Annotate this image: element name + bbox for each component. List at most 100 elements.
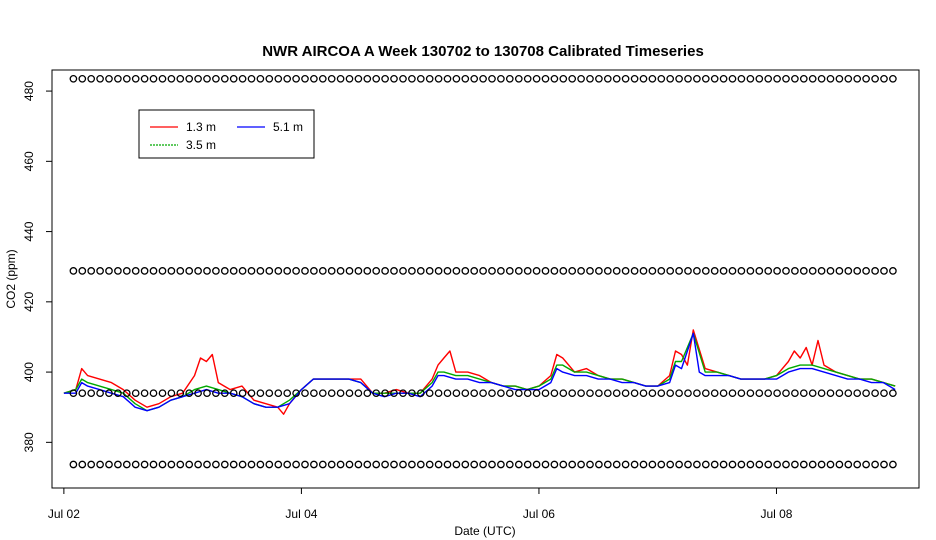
- marker-point: [479, 460, 487, 469]
- marker-point: [176, 389, 185, 398]
- marker-point: [755, 267, 764, 275]
- marker-point: [479, 267, 487, 275]
- y-tick-label: 460: [22, 151, 36, 171]
- marker-point: [791, 267, 799, 275]
- marker-point: [497, 267, 505, 275]
- legend-label-3-5m: 3.5 m: [186, 138, 216, 152]
- marker-point: [318, 460, 327, 469]
- marker-point: [710, 267, 719, 275]
- marker-point: [69, 389, 78, 398]
- marker-point: [791, 389, 799, 398]
- marker-point: [167, 74, 176, 83]
- marker-point: [826, 389, 835, 398]
- marker-point: [301, 460, 309, 469]
- marker-point: [425, 460, 434, 469]
- marker-point: [782, 267, 790, 275]
- marker-point: [746, 267, 755, 275]
- marker-point: [158, 460, 167, 469]
- marker-point: [434, 460, 443, 469]
- marker-point: [586, 74, 594, 83]
- marker-point: [256, 460, 265, 469]
- marker-point: [639, 460, 648, 469]
- marker-point: [603, 460, 612, 469]
- marker-point: [657, 74, 666, 83]
- marker-point: [550, 267, 559, 275]
- x-tick-label: Jul 02: [48, 507, 80, 521]
- marker-point: [862, 460, 870, 469]
- marker-point: [318, 74, 327, 83]
- marker-point: [381, 389, 389, 398]
- marker-point: [595, 267, 603, 275]
- marker-point: [853, 460, 862, 469]
- marker-point: [390, 389, 398, 398]
- marker-point: [648, 460, 657, 469]
- marker-point: [229, 460, 238, 469]
- legend: 1.3 m 3.5 m 5.1 m: [138, 109, 315, 159]
- marker-point: [648, 389, 657, 398]
- marker-point: [203, 267, 211, 275]
- marker-point: [657, 267, 666, 275]
- series-1-3m-line: [63, 329, 896, 415]
- marker-point: [773, 267, 781, 275]
- marker-point: [808, 460, 817, 469]
- marker-point: [229, 267, 238, 275]
- marker-point: [541, 267, 550, 275]
- marker-point: [247, 74, 256, 83]
- marker-point: [719, 74, 728, 83]
- marker-point: [684, 389, 692, 398]
- marker-point: [220, 460, 229, 469]
- legend-label-5-1m: 5.1 m: [273, 120, 303, 134]
- marker-point: [666, 267, 675, 275]
- marker-point: [862, 389, 870, 398]
- marker-point: [799, 389, 808, 398]
- marker-point: [701, 460, 710, 469]
- marker-point: [372, 267, 381, 275]
- marker-point: [327, 460, 336, 469]
- marker-point: [274, 460, 283, 469]
- marker-point: [514, 267, 523, 275]
- marker-point: [167, 267, 176, 275]
- marker-point: [149, 460, 158, 469]
- marker-point: [434, 389, 443, 398]
- marker-point: [799, 460, 808, 469]
- marker-point: [318, 267, 327, 275]
- marker-point: [238, 74, 247, 83]
- marker-point: [105, 267, 113, 275]
- marker-point: [105, 389, 113, 398]
- marker-point: [621, 389, 630, 398]
- marker-point: [381, 74, 389, 83]
- marker-point: [880, 389, 888, 398]
- y-axis-label: CO2 (ppm): [4, 249, 18, 308]
- marker-point: [399, 267, 407, 275]
- marker-point: [710, 460, 719, 469]
- marker-point: [612, 267, 621, 275]
- marker-point: [238, 460, 247, 469]
- marker-point: [327, 267, 336, 275]
- marker-point: [78, 460, 87, 469]
- marker-point: [425, 74, 434, 83]
- marker-point: [630, 460, 639, 469]
- marker-point: [603, 267, 612, 275]
- marker-point: [532, 267, 541, 275]
- marker-point: [808, 267, 817, 275]
- marker-point: [229, 389, 238, 398]
- x-axis-label: Date (UTC): [454, 524, 515, 538]
- marker-point: [212, 267, 220, 275]
- marker-point: [693, 460, 701, 469]
- marker-point: [817, 460, 826, 469]
- marker-point: [693, 267, 701, 275]
- marker-point: [844, 267, 853, 275]
- marker-point: [336, 267, 345, 275]
- marker-point: [862, 267, 870, 275]
- marker-point: [639, 267, 648, 275]
- marker-point: [523, 460, 532, 469]
- marker-point: [114, 389, 122, 398]
- marker-point: [399, 389, 407, 398]
- marker-point: [497, 74, 505, 83]
- marker-point: [185, 460, 194, 469]
- marker-point: [408, 267, 416, 275]
- marker-point: [871, 267, 879, 275]
- marker-point: [310, 74, 318, 83]
- marker-point: [479, 74, 487, 83]
- marker-point: [532, 389, 541, 398]
